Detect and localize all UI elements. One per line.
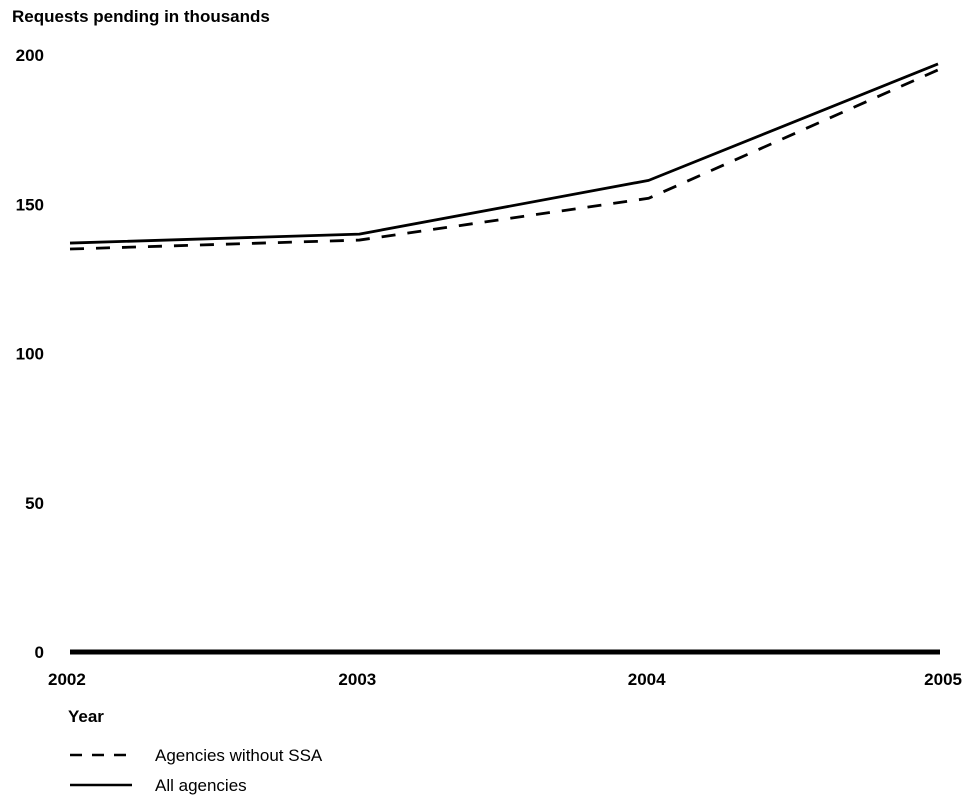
y-axis-label: Requests pending in thousands xyxy=(12,7,270,26)
y-tick-labels: 0 50 100 150 200 xyxy=(16,46,44,662)
series-line-all-agencies xyxy=(69,62,939,245)
y-tick-label: 200 xyxy=(16,46,44,65)
legend: Agencies without SSA All agencies xyxy=(70,746,323,795)
legend-label-all-agencies: All agencies xyxy=(155,776,247,795)
y-tick-label: 50 xyxy=(25,494,44,513)
x-axis-label: Year xyxy=(68,707,104,726)
x-tick-label: 2005 xyxy=(924,670,962,689)
legend-label-agencies-without-ssa: Agencies without SSA xyxy=(155,746,323,765)
x-tick-label: 2004 xyxy=(628,670,666,689)
series-line-agencies-without-ssa xyxy=(69,68,939,251)
x-tick-label: 2002 xyxy=(48,670,86,689)
series-lines xyxy=(69,62,939,251)
x-tick-label: 2003 xyxy=(338,670,376,689)
y-tick-label: 100 xyxy=(16,345,44,364)
x-tick-labels: 2002 2003 2004 2005 xyxy=(48,670,962,689)
y-tick-label: 150 xyxy=(16,195,44,214)
y-tick-label: 0 xyxy=(35,643,44,662)
